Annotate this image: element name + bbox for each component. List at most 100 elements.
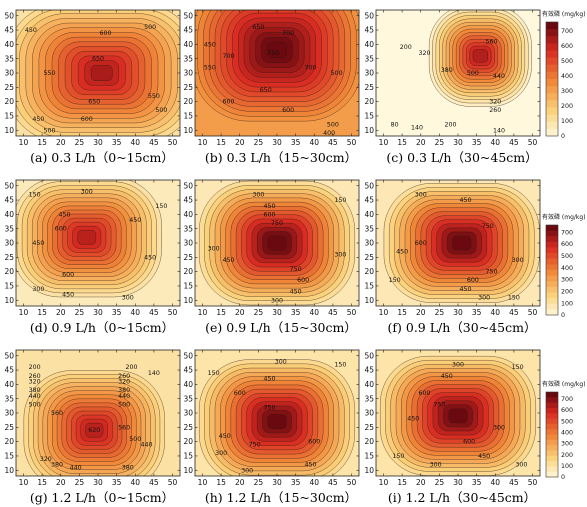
contour-label: 440 xyxy=(118,393,130,400)
x-tick-label: 25 xyxy=(254,478,264,487)
contour-label: 320 xyxy=(418,50,430,57)
y-tick-label: 20 xyxy=(4,97,14,106)
y-tick-label: 35 xyxy=(4,54,14,63)
y-tick-label: 30 xyxy=(4,409,14,418)
colorbar-tick-label: 200 xyxy=(561,452,573,459)
x-tick-label: 45 xyxy=(149,308,159,317)
y-tick-label: 45 xyxy=(183,26,193,35)
x-tick-label: 10 xyxy=(19,308,29,317)
contour-label: 440 xyxy=(493,73,505,80)
x-tick-label: 10 xyxy=(379,308,389,317)
contour-label: 300 xyxy=(452,361,464,368)
colorbar-swatch xyxy=(546,418,558,425)
colorbar-swatch xyxy=(546,429,558,435)
contour-label: 450 xyxy=(264,376,276,383)
colorbar-tick-label: 700 xyxy=(561,28,573,35)
x-tick-label: 40 xyxy=(490,308,500,317)
y-tick-label: 20 xyxy=(364,437,374,446)
x-tick-label: 20 xyxy=(235,138,245,147)
contour-label: 750 xyxy=(482,223,494,230)
colorbar-swatch xyxy=(546,439,558,446)
y-tick-label: 30 xyxy=(183,239,193,248)
x-tick-label: 35 xyxy=(112,478,122,487)
colorbar-swatch xyxy=(546,43,558,51)
y-tick-label: 15 xyxy=(4,452,14,461)
y-tick-label: 30 xyxy=(364,239,374,248)
contour-label: 140 xyxy=(493,127,505,134)
contour-label: 600 xyxy=(282,107,294,114)
y-tick-label: 50 xyxy=(4,351,14,360)
contour-label: 600 xyxy=(81,116,93,123)
contour-label: 450 xyxy=(62,292,74,299)
colorbar-swatch xyxy=(546,292,558,299)
x-tick-label: 10 xyxy=(19,478,29,487)
colorbar-tick-label: 600 xyxy=(561,43,573,50)
contour-label: 600 xyxy=(467,277,479,284)
contour-label: 500 xyxy=(327,122,339,129)
x-tick-label: 25 xyxy=(254,308,264,317)
x-tick-label: 15 xyxy=(397,138,407,147)
y-tick-label: 40 xyxy=(4,380,14,389)
y-tick-label: 15 xyxy=(364,112,374,121)
colorbar-swatch xyxy=(546,107,558,116)
y-tick-label: 15 xyxy=(4,282,14,291)
contour-label: 600 xyxy=(415,240,427,247)
y-tick-label: 50 xyxy=(183,11,193,20)
contour-label: 80 xyxy=(391,122,399,129)
contour-band xyxy=(90,65,113,81)
colorbar-swatch xyxy=(546,64,558,73)
contour-label: 600 xyxy=(55,226,67,233)
y-tick-label: 35 xyxy=(183,54,193,63)
colorbar-tick-label: 0 xyxy=(561,312,565,319)
x-tick-label: 50 xyxy=(347,138,357,147)
contour-label: 650 xyxy=(260,87,272,94)
x-tick-label: 30 xyxy=(272,478,282,487)
y-tick-label: 15 xyxy=(183,112,193,121)
colorbar-swatch xyxy=(546,466,558,473)
y-tick-label: 50 xyxy=(183,351,193,360)
x-tick-label: 15 xyxy=(37,138,47,147)
x-tick-label: 15 xyxy=(397,478,407,487)
x-tick-label: 10 xyxy=(198,478,208,487)
colorbar-swatch xyxy=(546,114,558,123)
colorbar-swatch xyxy=(546,275,558,282)
contour-label: 150 xyxy=(334,361,346,368)
panel-f-field: 300 450 750 600 450 600 750 450 300 150 300 150 xyxy=(376,180,540,306)
contour-label: 300 xyxy=(81,188,93,195)
contour-label: 200 xyxy=(29,364,41,371)
contour-band xyxy=(267,235,287,251)
contour-label: 650 xyxy=(252,24,264,31)
contour-label: 450 xyxy=(144,254,156,261)
x-tick-label: 20 xyxy=(56,308,66,317)
contour-label: 140 xyxy=(148,370,160,377)
contour-label: 560 xyxy=(118,424,130,431)
x-tick-label: 50 xyxy=(347,478,357,487)
contour-label: 500 xyxy=(118,401,130,408)
colorbar-swatch xyxy=(546,93,558,101)
colorbar-tick-label: 500 xyxy=(561,58,573,65)
y-tick-label: 40 xyxy=(364,380,374,389)
colorbar-swatch xyxy=(546,258,558,265)
colorbar-swatch xyxy=(546,264,558,271)
y-tick-label: 35 xyxy=(183,394,193,403)
y-tick-label: 20 xyxy=(4,437,14,446)
x-tick-label: 45 xyxy=(149,138,159,147)
colorbar-tick-label: 100 xyxy=(561,463,573,470)
contour-label: 150 xyxy=(389,277,401,284)
colorbar-frame xyxy=(545,391,559,478)
x-tick-label: 40 xyxy=(130,478,140,487)
y-tick-label: 40 xyxy=(183,380,193,389)
colorbar-swatch xyxy=(546,450,558,457)
contour-label: 450 xyxy=(478,453,490,460)
contour-label: 260 xyxy=(489,107,501,114)
y-tick-label: 40 xyxy=(4,40,14,49)
y-tick-label: 50 xyxy=(4,181,14,190)
y-tick-label: 25 xyxy=(364,423,374,432)
x-tick-label: 50 xyxy=(168,138,178,147)
colorbar-swatch xyxy=(546,413,558,419)
contour-label: 300 xyxy=(215,450,227,457)
